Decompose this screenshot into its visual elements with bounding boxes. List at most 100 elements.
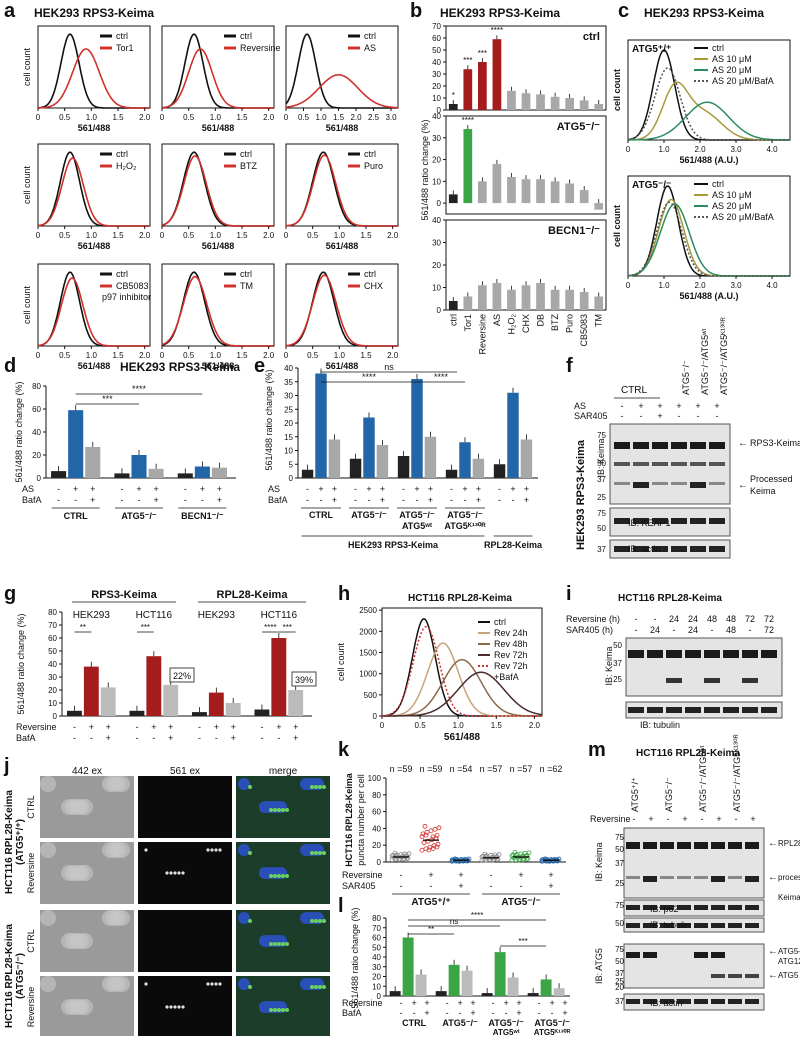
x-tick-label: 0.5 (307, 231, 319, 240)
row-label: Reversine (h) (566, 614, 620, 624)
time-value: 72 (764, 625, 774, 635)
blot-band (745, 905, 759, 910)
sign: + (657, 401, 662, 411)
cytoplasm (248, 785, 252, 789)
y-tick-label: 60 (48, 634, 57, 643)
side-label: HCT116 RPL28-Keima (4, 790, 15, 894)
bar-H₂O₂ (507, 289, 516, 310)
time-value: 48 (726, 625, 736, 635)
panel-letter: f (566, 355, 573, 377)
x-tick-label: 0 (36, 113, 41, 122)
sign: - (260, 722, 263, 732)
plot-frame (285, 263, 399, 347)
treatment-histogram (285, 154, 398, 227)
row-label: Reversine (26, 853, 36, 894)
y-tick-label: 1500 (359, 648, 377, 657)
blot-band (633, 462, 649, 466)
time-value: 48 (726, 614, 736, 624)
cell-shape (61, 865, 77, 881)
legend-drug: AS (364, 43, 376, 53)
panel-title: HCT116 RPL28-Keima (408, 593, 512, 604)
y-tick-label: 2500 (359, 606, 377, 615)
scatter-point (421, 840, 427, 846)
x-tick-label: 2.0 (350, 113, 362, 122)
x-axis-label: 561/488 (78, 123, 111, 133)
panel-letter: l (338, 895, 344, 917)
x-tick-label: 2.0 (263, 113, 275, 122)
y-tick-label: 80 (372, 914, 381, 923)
mw-marker: 75 (597, 509, 606, 518)
sign: - (415, 495, 418, 505)
cytoplasm (269, 874, 273, 878)
sign: - (463, 495, 466, 505)
category-label: AS (492, 314, 502, 326)
sign: - (402, 495, 405, 505)
x-axis-label: 561/488 (78, 241, 111, 251)
blot-band (647, 650, 663, 658)
cytoplasm (310, 785, 314, 789)
row-label: Reversine (342, 870, 383, 880)
y-tick-label: 10 (284, 447, 293, 456)
cytoplasm (322, 851, 326, 855)
genotype-label: ATG5⁻/⁻ (632, 180, 671, 191)
sign: - (201, 495, 204, 505)
y-axis-label: 561/488 ratio change (%) (264, 369, 274, 470)
treatment-histogram (161, 275, 274, 347)
sign: - (73, 722, 76, 732)
y-tick-label: 20 (48, 686, 57, 695)
legend-entry: AS 10 μM (712, 190, 752, 200)
x-tick-label: 3.0 (730, 281, 742, 290)
x-tick-label: 0 (626, 145, 631, 154)
blot-band (643, 905, 657, 910)
y-tick-label: 0 (437, 199, 442, 208)
sign: - (215, 733, 218, 743)
x-tick-label: 1.5 (112, 351, 124, 360)
blot-band (671, 442, 687, 449)
cytoplasm (273, 1008, 277, 1012)
micrograph-tile (138, 842, 232, 904)
x-tick-label: 3.0 (730, 145, 742, 154)
sign: + (428, 870, 433, 880)
mw-marker: 50 (597, 459, 606, 468)
sign: - (400, 870, 403, 880)
sign: + (470, 998, 475, 1008)
side-label: (ATG5⁻/⁻) (15, 953, 26, 999)
blot-membrane (609, 539, 731, 559)
nucleus (259, 801, 271, 813)
category-label: ctrl (448, 314, 458, 326)
treatment-histogram (38, 48, 150, 109)
group-label: ATG5⁻/⁻ (534, 1018, 570, 1028)
y-tick-label: 25 (284, 405, 293, 414)
blot-band (677, 905, 691, 910)
cell-line-label: HEK293 (198, 610, 236, 621)
percent-box (169, 667, 195, 683)
legend-entry: Rev 48h (494, 639, 528, 649)
column-label: ATG5⁻/⁻/ATG5ʷᵗ (698, 745, 708, 812)
significance-mark: **** (132, 384, 147, 394)
cytoplasm (277, 874, 281, 878)
y-tick-label: 40 (432, 112, 441, 121)
x-tick-label: 0 (284, 231, 289, 240)
histogram-AS 20 μM (627, 203, 790, 277)
puncta (144, 982, 148, 986)
panel-l-bar (507, 977, 519, 996)
n-label: n =59 (390, 764, 413, 774)
puncta (165, 1005, 169, 1009)
panel-title: HEK293 RPS3-Keima (644, 6, 764, 20)
x-tick-label: 0.5 (183, 113, 195, 122)
micrograph-tile (138, 776, 232, 838)
time-value: - (654, 614, 657, 624)
puncta (210, 848, 214, 852)
blot-band (660, 923, 674, 928)
band-label: RPL28-K (778, 839, 800, 848)
blot-band (690, 482, 706, 488)
panel-g-bar (146, 656, 162, 716)
cytoplasm (269, 942, 273, 946)
micrograph-tile (138, 910, 232, 972)
cytoplasm (318, 985, 322, 989)
blot-band (742, 650, 758, 658)
subplot-label: BECN1⁻/⁻ (548, 225, 600, 237)
blot-band (647, 707, 663, 713)
panel-e-bar (424, 436, 437, 478)
sign: + (462, 484, 467, 494)
